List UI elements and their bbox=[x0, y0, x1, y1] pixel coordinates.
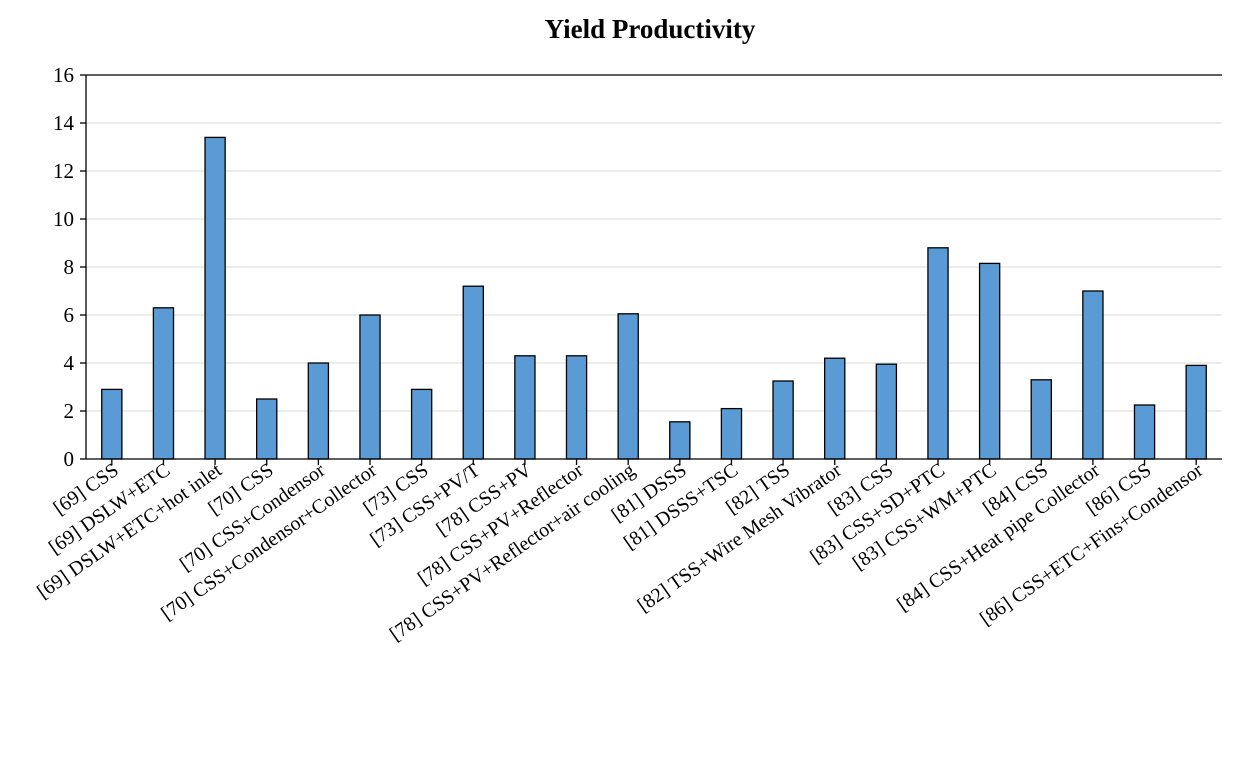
y-tick-label: 10 bbox=[53, 207, 74, 231]
bar bbox=[204, 136, 226, 460]
bar bbox=[1082, 290, 1104, 460]
bar bbox=[256, 398, 278, 460]
bar bbox=[617, 313, 639, 460]
bars bbox=[101, 136, 1207, 460]
bar bbox=[101, 388, 123, 460]
y-tick-label: 4 bbox=[64, 351, 75, 375]
bar bbox=[669, 421, 691, 460]
y-tick-label: 12 bbox=[53, 159, 74, 183]
bar bbox=[152, 307, 175, 460]
bar bbox=[514, 355, 536, 460]
y-tick-label: 8 bbox=[64, 255, 75, 279]
bar bbox=[720, 407, 743, 460]
y-tick-label: 6 bbox=[64, 303, 75, 327]
y-tick-label: 14 bbox=[53, 111, 75, 135]
bar bbox=[1133, 404, 1156, 460]
gridlines bbox=[86, 122, 1222, 412]
bar bbox=[410, 388, 433, 460]
bar bbox=[824, 357, 846, 460]
bar bbox=[307, 362, 330, 460]
y-tick-label: 16 bbox=[53, 63, 74, 87]
bar bbox=[978, 262, 1001, 460]
axes bbox=[80, 74, 1222, 465]
bar bbox=[565, 355, 588, 460]
bar bbox=[1030, 379, 1052, 460]
y-tick-label: 2 bbox=[64, 399, 75, 423]
bar bbox=[875, 363, 898, 460]
bar bbox=[359, 314, 381, 460]
chart-title: Yield Productivity bbox=[545, 14, 756, 44]
bar bbox=[927, 247, 949, 460]
bar bbox=[462, 285, 484, 460]
x-axis-ticks: [69] CSS[69] DSLW+ETC[69] DSLW+ETC+hot i… bbox=[33, 459, 1207, 646]
y-axis-ticks: 0 2 4 6 8 10 12 14 16 bbox=[53, 63, 75, 471]
bar bbox=[1185, 364, 1207, 460]
y-tick-label: 0 bbox=[64, 447, 75, 471]
bar bbox=[772, 380, 794, 460]
